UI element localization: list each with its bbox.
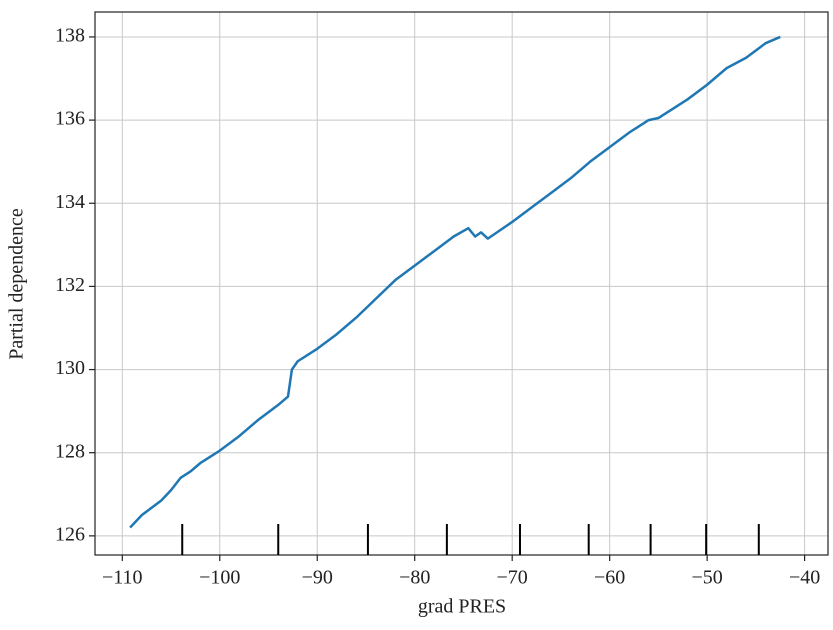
y-tick-label: 132 [55, 274, 85, 296]
y-tick-label: 130 [55, 357, 85, 379]
x-tick-label: −70 [497, 567, 528, 589]
y-tick-label: 136 [55, 108, 85, 130]
x-tick-label: −90 [302, 567, 333, 589]
y-tick-label: 134 [55, 191, 85, 213]
x-tick-label: −40 [789, 567, 820, 589]
plot-frame [94, 11, 829, 556]
x-axis-label: grad PRES [418, 596, 506, 618]
y-tick-label: 138 [55, 25, 85, 47]
y-tick-label: 126 [55, 523, 85, 545]
x-tick-label: −80 [399, 567, 430, 589]
y-axis-label: Partial dependence [6, 208, 28, 360]
data-line [129, 35, 781, 529]
x-tick-label: −60 [594, 567, 625, 589]
x-tick-label: −100 [199, 567, 240, 589]
x-tick-label: −50 [691, 567, 722, 589]
x-tick-label: −110 [102, 567, 143, 589]
y-tick-label: 128 [55, 440, 85, 462]
